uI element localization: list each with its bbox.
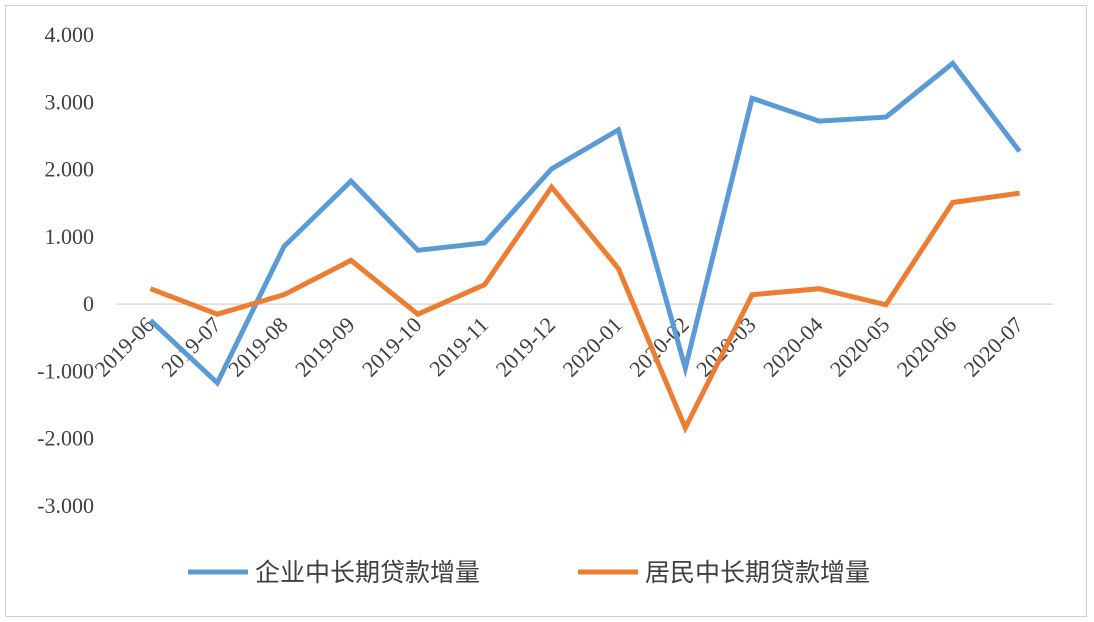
x-tick-label: 2020-01 — [557, 312, 627, 382]
x-tick-label: 2020-04 — [758, 312, 828, 382]
series-line-2 — [149, 182, 1020, 434]
x-tick-label: 2019-09 — [290, 312, 360, 382]
x-tick-label: 2019-11 — [424, 312, 493, 381]
y-tick-label: -2.000 — [37, 426, 94, 451]
y-tick-label: 0 — [83, 291, 94, 316]
chart-frame — [5, 5, 1087, 617]
series-line-1 — [148, 59, 1022, 388]
y-tick-label: 2.000 — [45, 157, 95, 182]
x-tick-label: 2019-10 — [357, 312, 427, 382]
x-tick-label: 2019-12 — [491, 312, 561, 382]
x-tick-label: 2020-06 — [892, 312, 962, 382]
y-tick-label: -1.000 — [37, 358, 94, 383]
x-tick-label: 2020-05 — [825, 312, 895, 382]
y-tick-label: 1.000 — [45, 224, 95, 249]
legend-label: 居民中长期贷款增量 — [645, 558, 870, 587]
x-tick-label: 2020-07 — [959, 312, 1029, 382]
y-tick-label: 3.000 — [45, 89, 95, 114]
x-tick-label: 2019-06 — [89, 312, 159, 382]
y-tick-label: -3.000 — [37, 493, 94, 518]
x-tick-label: 2019-07 — [156, 312, 226, 382]
legend-label: 企业中长期贷款增量 — [255, 558, 480, 587]
y-tick-label: 4.000 — [45, 22, 95, 47]
